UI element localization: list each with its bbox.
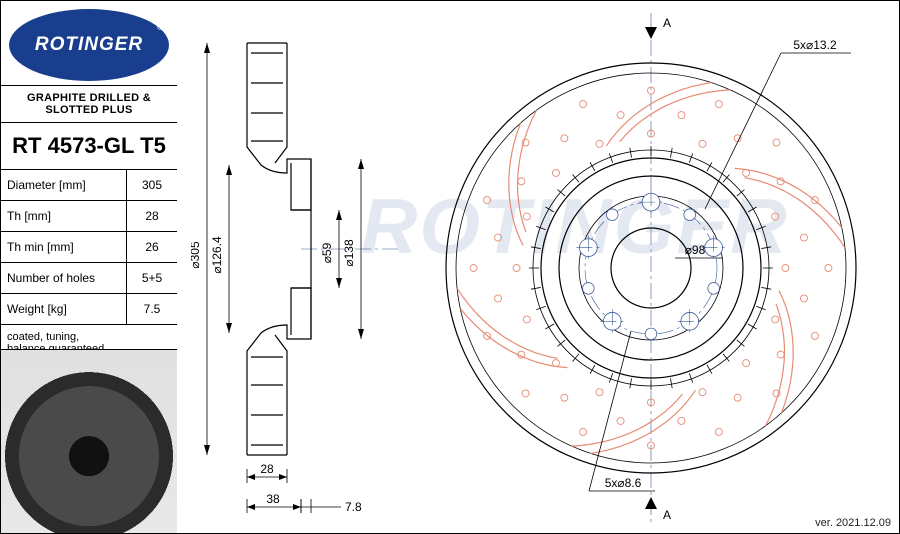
svg-text:⌀305: ⌀305 xyxy=(191,241,202,269)
spec-label: Number of holes xyxy=(1,263,127,293)
svg-text:38: 38 xyxy=(266,492,280,506)
spec-row: Weight [kg] 7.5 xyxy=(1,294,177,325)
trademark-icon: ® xyxy=(157,21,165,33)
dim-d305: ⌀305 xyxy=(191,43,210,455)
spec-label: Weight [kg] xyxy=(1,294,127,324)
product-photo xyxy=(1,349,177,533)
spec-value: 28 xyxy=(127,201,177,231)
dim-7-8: 7.8 xyxy=(295,499,362,514)
svg-text:A: A xyxy=(663,16,671,30)
spec-row: Th min [mm] 26 xyxy=(1,232,177,263)
logo-ellipse: ROTINGER ® xyxy=(9,9,169,81)
svg-text:⌀59: ⌀59 xyxy=(320,242,334,263)
product-header: GRAPHITE DRILLED & SLOTTED PLUS xyxy=(1,86,177,123)
front-view: A A ⌀98 xyxy=(411,13,891,523)
svg-text:7.8: 7.8 xyxy=(345,500,362,514)
brand-name: ROTINGER xyxy=(35,34,143,56)
dim-38: 38 xyxy=(247,492,301,513)
dim-d126-4: ⌀126.4 xyxy=(210,165,232,333)
spec-panel: GRAPHITE DRILLED & SLOTTED PLUS RT 4573-… xyxy=(1,85,177,361)
spec-label: Th min [mm] xyxy=(1,232,127,262)
svg-text:A: A xyxy=(663,508,671,522)
version-label: ver. 2021.12.09 xyxy=(815,517,891,529)
side-section-view: ⌀305 ⌀126.4 ⌀59 ⌀138 xyxy=(191,13,401,523)
svg-text:⌀98: ⌀98 xyxy=(685,243,706,257)
spec-label: Diameter [mm] xyxy=(1,170,127,200)
svg-text:5x⌀8.6: 5x⌀8.6 xyxy=(605,476,642,490)
spec-value: 5+5 xyxy=(127,263,177,293)
spec-value: 26 xyxy=(127,232,177,262)
spec-value: 7.5 xyxy=(127,294,177,324)
spec-label: Th [mm] xyxy=(1,201,127,231)
drawing-sheet: ROTINGER ® GRAPHITE DRILLED & SLOTTED PL… xyxy=(0,0,900,534)
dim-28: 28 xyxy=(247,462,287,483)
part-number: RT 4573-GL T5 xyxy=(1,123,177,170)
spec-row: Diameter [mm] 305 xyxy=(1,170,177,201)
brand-logo: ROTINGER ® xyxy=(9,9,169,81)
spec-value: 305 xyxy=(127,170,177,200)
svg-text:⌀126.4: ⌀126.4 xyxy=(210,236,224,274)
svg-text:28: 28 xyxy=(260,462,274,476)
spec-row: Number of holes 5+5 xyxy=(1,263,177,294)
dim-d59: ⌀59 xyxy=(320,210,342,288)
spec-row: Th [mm] 28 xyxy=(1,201,177,232)
svg-text:⌀138: ⌀138 xyxy=(342,239,356,267)
dim-d138: ⌀138 xyxy=(342,159,364,339)
svg-text:5x⌀13.2: 5x⌀13.2 xyxy=(793,38,837,52)
